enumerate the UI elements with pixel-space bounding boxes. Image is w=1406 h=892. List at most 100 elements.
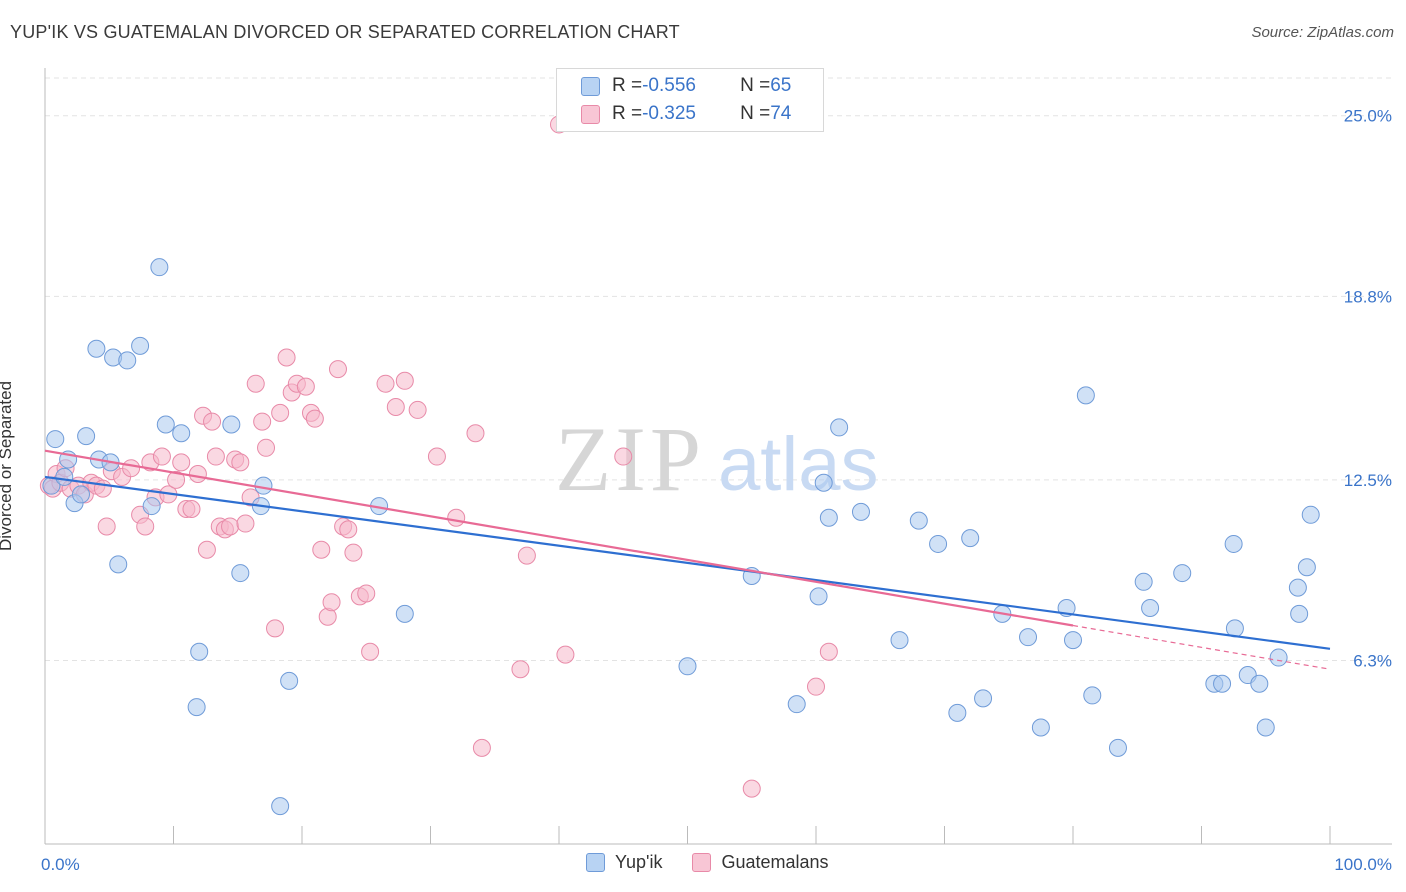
guatemalans-point [182, 499, 201, 518]
yupik-point [187, 698, 206, 717]
yupik-point [1141, 599, 1160, 618]
guatemalans-point [556, 645, 575, 664]
yupik-point [71, 485, 90, 504]
yupik-point [87, 339, 106, 358]
yupik-point [190, 642, 209, 661]
guatemalans-point [136, 517, 155, 536]
guatemalans-point [472, 738, 491, 757]
y-tick-label: 18.8% [1344, 287, 1392, 306]
legend-n-value: 65 [770, 75, 792, 96]
yupik-point [1134, 572, 1153, 591]
guatemalans-point [807, 677, 825, 696]
yupik-point [1064, 631, 1082, 650]
yupik-point [961, 529, 980, 548]
yupik-point [787, 695, 806, 714]
y-tick-label: 12.5% [1344, 471, 1392, 490]
guatemalans-point [511, 660, 530, 679]
guatemalans-point [408, 400, 427, 419]
trend-lines [44, 449, 1331, 670]
legend-n-label: N = [740, 103, 771, 124]
yupik-point [948, 703, 967, 722]
guatemalans-point [236, 514, 255, 533]
yupik-point [1019, 628, 1038, 647]
guatemalans-trend-extension [1072, 624, 1331, 670]
guatemalans-point [339, 520, 358, 539]
watermark-atlas: atlas [718, 422, 879, 507]
legend-n-label: N = [740, 75, 771, 96]
guatemalans-point [221, 517, 240, 536]
guatemalans-point [266, 619, 285, 638]
legend-swatch-pink [581, 104, 600, 124]
yupik-point [1031, 718, 1050, 737]
legend-r-value: -0.556 [642, 75, 696, 96]
yupik-point [231, 564, 250, 583]
yupik-trend-line [44, 475, 1331, 650]
yupik-point [1213, 674, 1232, 693]
yupik-point [254, 476, 273, 495]
guatemalans-point [427, 447, 446, 466]
stats-legend: R = -0.556 N = 65 R = -0.325 N = 74 [556, 68, 824, 132]
guatemalans-point [517, 546, 536, 565]
yupik-point [1288, 578, 1307, 597]
guatemalans-point [97, 517, 116, 536]
source-label: Source: ZipAtlas.com [1251, 24, 1394, 41]
yupik-point [809, 587, 828, 606]
legend-n-value: 74 [770, 103, 792, 124]
guatemalans-point [277, 348, 296, 367]
guatemalans-point [312, 540, 331, 559]
guatemalans-point [203, 412, 222, 431]
yupik-point [1250, 674, 1269, 693]
yupik-point [814, 473, 833, 492]
guatemalans-point [328, 360, 347, 379]
tick-labels: 6.3% 12.5% 18.8% 25.0% 0.0% 100.0% [41, 107, 1392, 874]
legend-label: Yup'ik [615, 852, 663, 872]
guatemalans-point [197, 540, 216, 559]
yupik-point [1269, 648, 1288, 667]
legend-label: Guatemalans [721, 852, 829, 872]
yupik-point [1301, 505, 1320, 524]
legend-r-value: -0.325 [642, 103, 696, 124]
yupik-point [280, 671, 299, 690]
guatemalans-point [742, 779, 761, 798]
guatemalans-point [167, 470, 186, 489]
guatemalans-point [357, 584, 376, 603]
legend-r-label: R = [612, 103, 643, 124]
guatemalans-point [819, 642, 838, 661]
guatemalans-point [386, 398, 405, 417]
legend-item-guatemalans[interactable]: Guatemalans [692, 852, 829, 873]
guatemalans-point [344, 543, 363, 562]
yupik-point [142, 497, 161, 516]
guatemalans-point [296, 377, 315, 396]
guatemalans-point [206, 447, 225, 466]
yupik-point [678, 657, 697, 676]
guatemalans-point [231, 453, 250, 472]
yupik-point [172, 424, 191, 443]
yupik-point [1173, 564, 1192, 583]
guatemalans-trend-line [44, 449, 1074, 627]
legend-item-yupik[interactable]: Yup'ik [586, 852, 662, 873]
yupik-point [1256, 718, 1275, 737]
yupik-points [42, 258, 1320, 816]
guatemalans-point [466, 424, 485, 443]
yupik-point [118, 351, 137, 370]
guatemalans-point [376, 374, 395, 393]
y-tick-label: 25.0% [1344, 107, 1392, 126]
axes [44, 68, 1392, 845]
yupik-point [150, 258, 169, 277]
x-tick-label: 0.0% [41, 855, 80, 874]
chart-title: YUP'IK VS GUATEMALAN DIVORCED OR SEPARAT… [10, 22, 680, 42]
yupik-point [890, 631, 909, 650]
guatemalans-point [395, 371, 414, 390]
legend-row-guatemalans: R = -0.325 N = 74 [581, 101, 791, 127]
guatemalans-point [614, 447, 633, 466]
yupik-point [1083, 686, 1102, 705]
guatemalans-point [305, 409, 324, 428]
yupik-point [830, 418, 849, 437]
guatemalans-point [447, 508, 466, 527]
guatemalans-point [253, 412, 272, 431]
legend-row-yupik: R = -0.556 N = 65 [581, 73, 791, 99]
yupik-point [46, 430, 65, 449]
x-tick-label: 100.0% [1334, 855, 1392, 874]
guatemalans-point [188, 465, 207, 484]
yupik-point [77, 427, 96, 446]
